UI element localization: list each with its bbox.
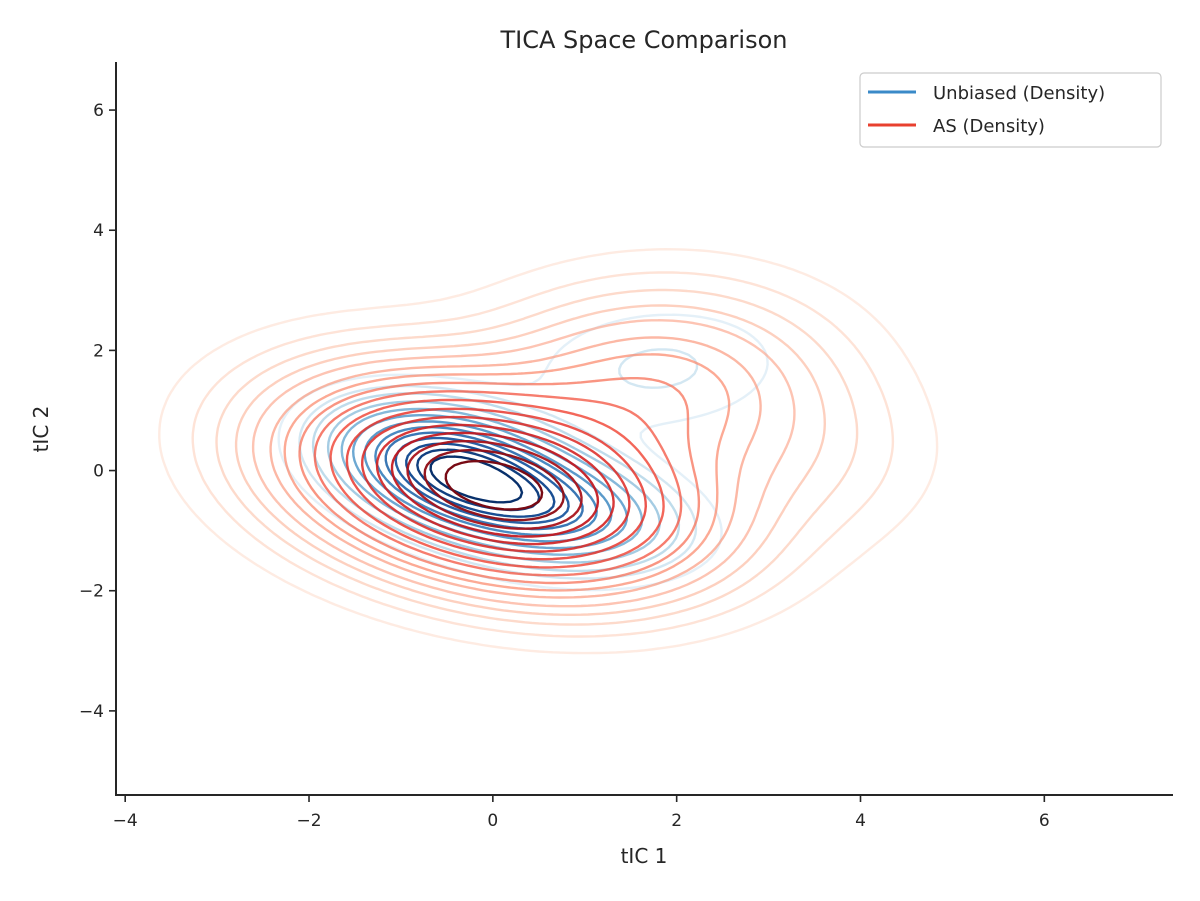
- x-tick-label: 0: [487, 811, 498, 831]
- y-tick-label: −4: [79, 702, 104, 722]
- contour-level: [298, 377, 701, 585]
- contour-level: [361, 415, 631, 553]
- contour-level: [313, 390, 683, 577]
- x-tick-label: −2: [296, 811, 321, 831]
- contour-level: [269, 336, 762, 599]
- contour-layer: [158, 248, 939, 655]
- x-ticks: −4 −2 0 2 4 6: [113, 795, 1050, 831]
- y-tick-label: −2: [79, 582, 104, 602]
- x-axis-label: tIC 1: [621, 844, 668, 868]
- contour-level: [283, 353, 731, 592]
- x-tick-label: 6: [1039, 811, 1050, 831]
- contour-level: [329, 398, 665, 569]
- contour-level: [429, 455, 524, 504]
- y-axis-label: tIC 2: [29, 406, 53, 453]
- x-tick-label: 2: [671, 811, 682, 831]
- y-tick-label: 0: [93, 462, 104, 482]
- legend-label-as: AS (Density): [933, 116, 1045, 137]
- contour-level: [158, 248, 939, 655]
- y-tick-label: 2: [93, 341, 104, 361]
- contour-level: [423, 449, 565, 522]
- chart-title: TICA Space Comparison: [499, 26, 787, 54]
- contour-series: [158, 248, 939, 655]
- x-tick-label: 4: [855, 811, 866, 831]
- y-ticks: −4 −2 0 2 4 6: [79, 101, 116, 722]
- contour-level: [406, 440, 583, 530]
- contour-level: [191, 271, 895, 638]
- legend-box: [859, 72, 1162, 148]
- contour-level: [375, 423, 615, 546]
- contour-level: [234, 304, 826, 616]
- y-tick-label: 6: [93, 101, 104, 121]
- contour-level: [251, 319, 796, 608]
- legend: Unbiased (Density) AS (Density): [859, 72, 1162, 148]
- contour-level: [215, 288, 859, 626]
- contour-level: [390, 431, 600, 538]
- contour-level: [444, 459, 544, 511]
- contour-level: [345, 407, 647, 561]
- legend-label-unbiased: Unbiased (Density): [933, 83, 1105, 104]
- x-tick-label: −4: [113, 811, 138, 831]
- y-tick-label: 4: [93, 221, 104, 241]
